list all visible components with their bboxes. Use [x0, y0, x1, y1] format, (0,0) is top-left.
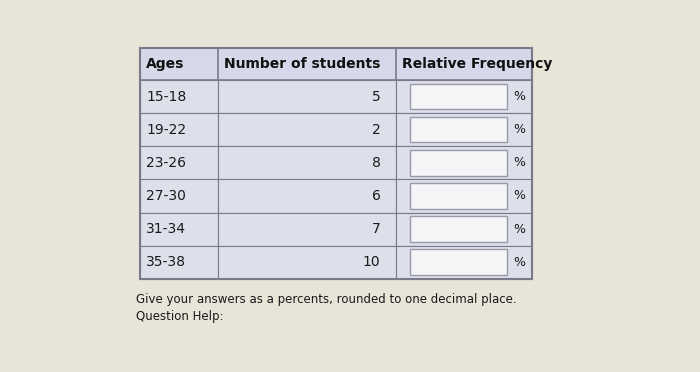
Text: 2: 2 [372, 123, 381, 137]
Bar [396, 113, 531, 146]
Bar [218, 80, 396, 113]
Text: Number of students: Number of students [224, 57, 380, 71]
Bar [218, 246, 396, 279]
Bar [218, 113, 396, 146]
Text: Give your answers as a percents, rounded to one decimal place.: Give your answers as a percents, rounded… [136, 293, 517, 305]
Bar [140, 48, 531, 80]
Bar [140, 113, 218, 146]
Bar [410, 117, 507, 142]
Text: 31-34: 31-34 [146, 222, 186, 236]
Bar [396, 212, 531, 246]
Bar [410, 250, 507, 275]
Bar [410, 217, 507, 242]
Bar [410, 84, 507, 109]
Bar [140, 179, 218, 212]
Bar [140, 146, 218, 179]
Text: 7: 7 [372, 222, 381, 236]
Text: Question Help:: Question Help: [136, 310, 224, 323]
Bar [218, 179, 396, 212]
Text: %: % [513, 256, 525, 269]
Text: 19-22: 19-22 [146, 123, 186, 137]
Bar [396, 179, 531, 212]
Text: %: % [513, 222, 525, 235]
Text: %: % [513, 90, 525, 103]
Text: Relative Frequency: Relative Frequency [402, 57, 552, 71]
Bar [410, 183, 507, 209]
Text: 27-30: 27-30 [146, 189, 186, 203]
Text: %: % [513, 123, 525, 136]
Bar [140, 246, 218, 279]
Text: Ages: Ages [146, 57, 185, 71]
Text: 8: 8 [372, 156, 381, 170]
Text: 35-38: 35-38 [146, 255, 186, 269]
Text: 6: 6 [372, 189, 381, 203]
Bar [140, 212, 218, 246]
Text: 10: 10 [363, 255, 381, 269]
Bar [218, 212, 396, 246]
Bar [410, 150, 507, 176]
Bar [396, 80, 531, 113]
Bar [140, 80, 218, 113]
Text: 15-18: 15-18 [146, 90, 187, 104]
Bar [396, 146, 531, 179]
Bar [396, 246, 531, 279]
Bar [140, 48, 531, 279]
Text: 23-26: 23-26 [146, 156, 186, 170]
Bar [218, 146, 396, 179]
Text: %: % [513, 189, 525, 202]
Text: 5: 5 [372, 90, 381, 104]
Text: %: % [513, 156, 525, 169]
